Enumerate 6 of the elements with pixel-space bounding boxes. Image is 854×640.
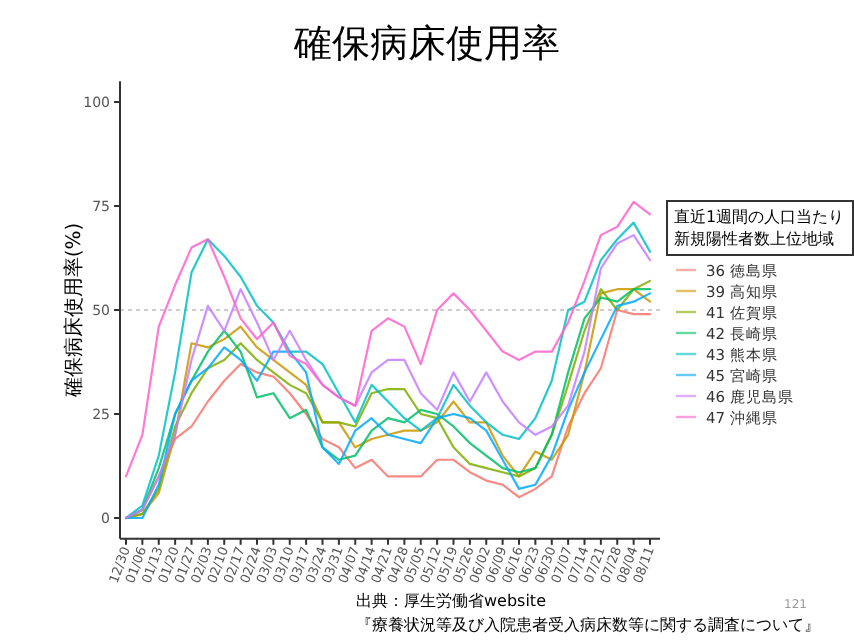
chart-title: 確保病床使用率 bbox=[292, 22, 560, 66]
y-axis-title: 確保病床使用率(%) bbox=[62, 222, 86, 400]
text: 『療養状況等及び入院患者受入病床数等に関する調査について』 bbox=[356, 616, 820, 634]
line-series bbox=[124, 200, 652, 478]
source-note: 出典：厚生労働省website bbox=[356, 592, 547, 610]
legend-title: 直近1週間の人口当たり新規陽性者数上位地域 bbox=[666, 200, 854, 256]
